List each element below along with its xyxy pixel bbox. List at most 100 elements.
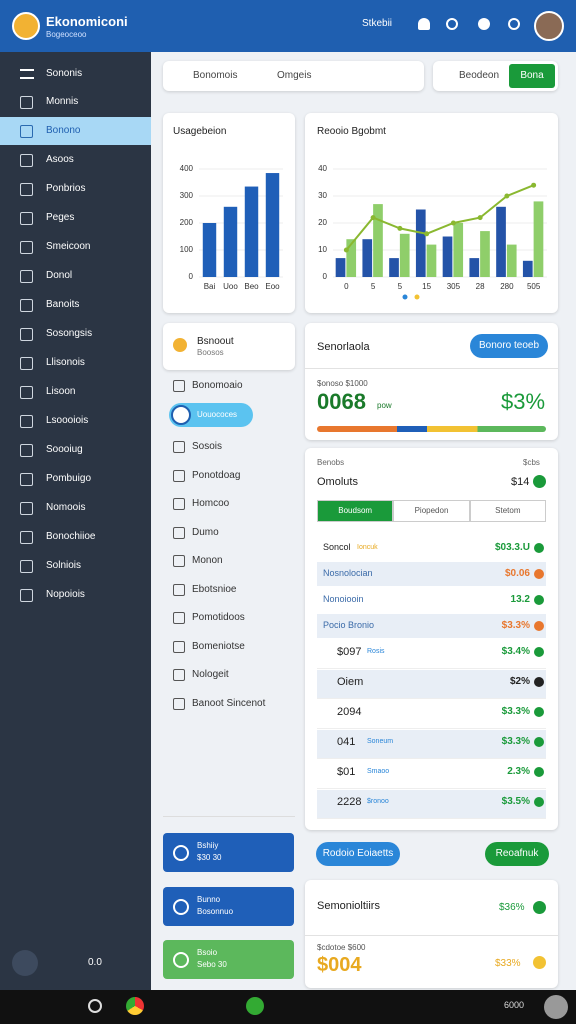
filter-bar[interactable]: Beodeon Bona xyxy=(433,61,558,91)
x-tick-label: 5 xyxy=(398,282,403,291)
x-tick-label: 305 xyxy=(447,282,461,291)
nav-item[interactable]: Banoits xyxy=(46,299,80,310)
nav-item[interactable]: Sosongsis xyxy=(46,328,93,339)
x-tick-label: 28 xyxy=(476,282,485,291)
menu-item[interactable]: Bomeniotse xyxy=(192,640,245,652)
search-icon[interactable] xyxy=(88,999,102,1013)
nav-item[interactable]: Pombuigo xyxy=(46,473,92,484)
menu-icon xyxy=(173,498,185,510)
taskbar: 6000 xyxy=(0,990,576,1024)
menu-item[interactable]: Monon xyxy=(192,555,223,566)
menu-item[interactable]: Homcoo xyxy=(192,498,230,509)
row-tag: Ioncuk xyxy=(357,544,378,551)
menu-item[interactable]: Bonomoaio xyxy=(192,380,243,391)
menu-icon xyxy=(173,469,185,482)
nav-item[interactable]: Llisonois xyxy=(46,357,85,368)
order-row[interactable]: $097 Rosis $3.4% xyxy=(317,640,546,669)
menu-item[interactable]: Dumo xyxy=(192,526,219,538)
avatar[interactable] xyxy=(534,11,564,41)
tray-avatar[interactable] xyxy=(544,995,568,1019)
nav-item[interactable]: Nomoois xyxy=(46,502,86,513)
bar xyxy=(223,206,238,277)
nav-item[interactable]: Lsoooiois xyxy=(46,415,89,426)
menu-item[interactable]: Banoot Sincenot xyxy=(192,697,266,709)
user-icon[interactable] xyxy=(478,18,490,30)
bottom-title-value: $36% xyxy=(499,902,525,913)
orders-kicker: Benobs xyxy=(317,458,345,467)
confirm-button[interactable]: Reoafnuk xyxy=(485,842,549,866)
toggle-label: Uouococes xyxy=(197,409,238,419)
menu-icon[interactable] xyxy=(20,69,34,79)
order-row[interactable]: Oiem $2% xyxy=(317,670,546,699)
summary-value: 0068 xyxy=(317,389,366,414)
user-name[interactable]: Stkebii xyxy=(362,18,393,29)
menu-item[interactable]: Ponotdoag xyxy=(192,469,241,481)
nav-item[interactable]: Bonochiioe xyxy=(46,531,96,542)
search-bar[interactable]: Bonomois Omgeis xyxy=(163,61,424,91)
order-row[interactable]: Nonoiooin 13.2 xyxy=(317,588,546,612)
app-icon[interactable] xyxy=(246,997,264,1015)
search-field[interactable]: Bonomois xyxy=(193,70,238,81)
order-row[interactable]: 041 Soneum $3.3% xyxy=(317,730,546,759)
x-tick-label: 5 xyxy=(371,282,376,291)
tab[interactable]: Stetom xyxy=(469,500,546,522)
bar xyxy=(202,223,217,277)
profile-card[interactable]: Bsnoout Boosos xyxy=(163,323,295,370)
bell-icon[interactable] xyxy=(418,18,430,30)
nav-item[interactable]: Ponbrios xyxy=(46,183,86,194)
y-tick-label: 40 xyxy=(318,164,327,173)
nav-item[interactable]: Donol xyxy=(46,270,73,281)
order-row[interactable]: Nosnolocian $0.06 xyxy=(317,562,546,586)
row-label: 041 xyxy=(337,736,356,748)
order-row[interactable]: 2094 $3.3% xyxy=(317,700,546,729)
settings-icon[interactable] xyxy=(508,18,520,30)
nav-item[interactable]: Soooiug xyxy=(46,444,83,455)
nav-item[interactable]: Monnis xyxy=(46,96,79,107)
summary-button[interactable]: Bonoro teoeb xyxy=(470,334,548,358)
menu-item[interactable]: Ebotsnioe xyxy=(192,583,237,595)
nav-icon xyxy=(20,328,33,341)
row-label: Nonoiooin xyxy=(323,594,364,604)
footer-icon[interactable] xyxy=(12,950,38,976)
order-row[interactable]: Pocio Bronio $3.3% xyxy=(317,614,546,638)
nav-item[interactable]: Nopoiois xyxy=(46,589,85,600)
order-row[interactable]: Soncol Ioncuk $03.3.U xyxy=(317,536,546,560)
nav-item[interactable]: Smeicoon xyxy=(46,241,91,252)
row-tag: Rosis xyxy=(367,648,385,655)
menu-item[interactable]: Nologeit xyxy=(192,669,229,680)
nav-item[interactable]: Solniois xyxy=(46,560,82,571)
app-subtitle: Bogeoceoo xyxy=(46,30,87,39)
y-tick-label: 400 xyxy=(180,164,194,173)
bar xyxy=(373,204,383,277)
bar xyxy=(335,258,346,277)
nav-icon xyxy=(20,299,33,312)
action-button[interactable]: Bunno Bosonnuo xyxy=(163,886,294,926)
progress-bar xyxy=(317,426,546,432)
filter-field[interactable]: Beodeon xyxy=(459,70,500,81)
bar xyxy=(389,258,399,277)
row-icon xyxy=(534,677,544,687)
status-icon xyxy=(533,956,546,969)
tab[interactable]: Piopedon xyxy=(393,500,470,522)
action-button[interactable]: Bsoio Sebo 30 xyxy=(163,940,294,979)
nav-item[interactable]: Lisoon xyxy=(46,386,76,397)
notif-icon[interactable] xyxy=(446,18,458,30)
order-row[interactable]: 2228 $ronoo $3.5% xyxy=(317,790,546,819)
search-button[interactable]: Bona xyxy=(509,64,555,88)
tab[interactable]: Boudsom xyxy=(317,500,394,522)
nav-icon xyxy=(20,212,33,225)
x-tick-label: 15 xyxy=(422,282,431,291)
search-field[interactable]: Omgeis xyxy=(277,70,312,81)
menu-item[interactable]: Pomotidoos xyxy=(192,612,245,623)
report-button[interactable]: Rodoio Eoiaetts xyxy=(316,842,400,866)
row-value: $3.3% xyxy=(501,620,530,631)
order-row[interactable]: $01 Smaoo 2.3% xyxy=(317,760,546,789)
browser-icon[interactable] xyxy=(126,997,144,1015)
action-button[interactable]: Bshiiy $30 30 xyxy=(163,833,294,872)
menu-item[interactable]: Sosois xyxy=(192,441,223,452)
menu-icon xyxy=(173,555,185,567)
nav-item[interactable]: Peges xyxy=(46,212,75,223)
nav-item[interactable]: Asoos xyxy=(46,154,74,165)
tabs: Boudsom Piopedon Stetom xyxy=(317,500,546,522)
nav-item[interactable]: Bonono xyxy=(46,125,81,136)
